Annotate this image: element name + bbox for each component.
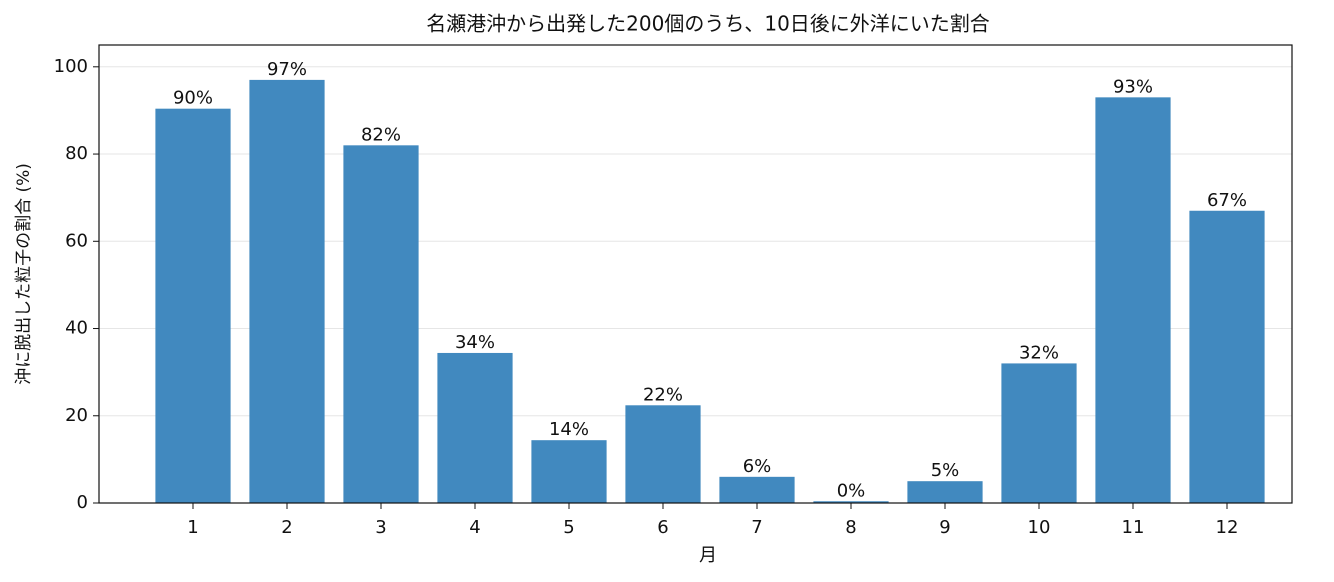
y-tick-label: 60 [65, 230, 88, 251]
chart-title: 名瀬港沖から出発した200個のうち、10日後に外洋にいた割合 [426, 12, 990, 36]
bar [531, 440, 607, 503]
x-axis-label: 月 [699, 545, 717, 566]
x-tick-label: 7 [751, 517, 762, 538]
value-label: 22% [643, 384, 683, 405]
bar [1095, 97, 1171, 503]
bar [813, 501, 889, 503]
x-tick-label: 3 [375, 517, 386, 538]
x-tick-label: 4 [469, 517, 480, 538]
x-tick-label: 9 [939, 517, 950, 538]
value-label: 32% [1019, 342, 1059, 363]
x-tick-label: 2 [281, 517, 292, 538]
bar [343, 145, 419, 504]
value-label: 5% [931, 460, 960, 481]
x-tick-label: 5 [563, 517, 574, 538]
x-tick-label: 10 [1028, 517, 1051, 538]
value-label: 14% [549, 419, 589, 440]
bar [625, 405, 701, 503]
bar [907, 481, 983, 503]
bar [719, 476, 795, 503]
x-tick-label: 11 [1122, 517, 1145, 538]
value-label: 82% [361, 124, 401, 145]
y-tick-label: 20 [65, 405, 88, 426]
value-label: 6% [743, 456, 772, 477]
y-tick-label: 0 [77, 492, 88, 513]
y-axis-label: 沖に脱出した粒子の割合 (%) [14, 163, 34, 385]
y-tick-label: 40 [65, 318, 88, 339]
value-label: 34% [455, 332, 495, 353]
bar [155, 108, 231, 503]
x-tick-label: 12 [1216, 517, 1239, 538]
y-tick-label: 80 [65, 143, 88, 164]
plot-frame [98, 44, 1293, 504]
bar [1001, 363, 1077, 503]
x-tick-label: 8 [845, 517, 856, 538]
value-label: 90% [173, 88, 213, 109]
bar [437, 352, 513, 503]
value-label: 97% [267, 59, 307, 80]
value-label: 0% [837, 480, 866, 501]
bar [1189, 210, 1265, 503]
x-tick-label: 6 [657, 517, 668, 538]
value-label: 93% [1113, 76, 1153, 97]
value-label: 67% [1207, 190, 1247, 211]
bar [249, 79, 325, 504]
y-tick-label: 100 [54, 56, 88, 77]
x-tick-label: 1 [187, 517, 198, 538]
